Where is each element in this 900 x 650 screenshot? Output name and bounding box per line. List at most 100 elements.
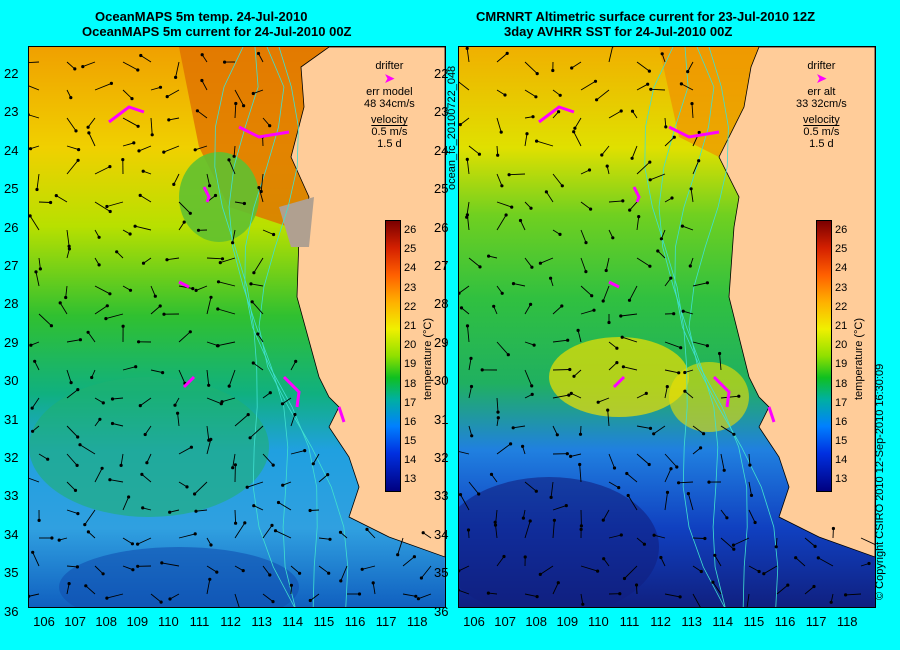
- current-vector: [87, 117, 96, 128]
- current-vector-head: [141, 506, 145, 510]
- current-vector-head: [718, 351, 722, 356]
- current-vector: [35, 271, 40, 287]
- current-vector: [318, 537, 331, 540]
- current-vector-head: [757, 569, 761, 574]
- current-vector-head: [256, 51, 261, 56]
- current-vector: [664, 453, 678, 468]
- current-vector: [66, 61, 76, 70]
- current-vector-head: [86, 330, 90, 334]
- current-vector-head: [213, 193, 218, 198]
- current-vector: [552, 173, 563, 187]
- current-vector-head: [644, 391, 648, 395]
- current-vector: [234, 89, 244, 106]
- latitude-label: 26: [434, 219, 449, 235]
- longitude-label: 108: [525, 614, 548, 629]
- current-vector-head: [459, 291, 461, 295]
- current-vector: [79, 444, 96, 455]
- current-vector-head: [552, 518, 556, 522]
- current-vector: [620, 313, 638, 317]
- current-vector: [94, 305, 108, 315]
- current-vector-head: [831, 526, 835, 531]
- current-vector-head: [794, 556, 798, 560]
- current-vector-head: [137, 149, 141, 153]
- current-vector-head: [812, 584, 816, 589]
- current-vector-head: [596, 569, 600, 573]
- current-vector-head: [500, 291, 504, 295]
- current-vector: [524, 369, 533, 387]
- current-vector-head: [665, 490, 670, 494]
- current-vector-head: [707, 480, 711, 484]
- colorbar-left: [385, 220, 401, 492]
- drifter-track: [712, 375, 731, 408]
- current-vector-head: [538, 261, 542, 265]
- longitude-label: 115: [313, 614, 335, 629]
- current-vector-head: [677, 481, 681, 485]
- colorbar-ticks-left: 26 25 24 23 22 21 20 19 18 17 16 15 14 13: [404, 224, 416, 493]
- current-vector-head: [678, 595, 682, 599]
- left-map-panel[interactable]: [28, 46, 446, 608]
- latitude-label: 24: [4, 142, 19, 158]
- current-vector: [580, 80, 596, 91]
- current-vector-head: [592, 308, 596, 312]
- current-vector-head: [98, 417, 102, 421]
- current-vector-head: [621, 199, 625, 203]
- current-vector: [552, 520, 555, 539]
- current-vector: [66, 453, 78, 466]
- current-vector: [66, 509, 79, 515]
- current-vector-head: [110, 397, 115, 401]
- current-vector-head: [567, 393, 571, 397]
- current-vector-head: [813, 544, 817, 548]
- current-vector: [150, 593, 162, 603]
- current-vector: [66, 425, 79, 438]
- current-vector: [318, 565, 329, 574]
- current-vector: [201, 80, 208, 91]
- current-vector-head: [530, 384, 534, 388]
- colorbar-tick: 25: [404, 243, 417, 256]
- current-vector: [795, 557, 806, 567]
- current-vector: [29, 85, 40, 91]
- current-vector: [150, 86, 161, 91]
- current-vector-head: [690, 102, 694, 106]
- current-vector-head: [272, 232, 276, 237]
- current-vector: [748, 453, 751, 466]
- current-vector: [636, 537, 645, 545]
- current-vector: [602, 509, 610, 521]
- current-vector: [509, 173, 526, 176]
- current-vector-head: [492, 304, 496, 308]
- current-vector-head: [689, 187, 693, 191]
- current-vector: [636, 83, 648, 91]
- current-vector: [105, 313, 124, 320]
- current-vector-head: [615, 346, 619, 350]
- current-vector-head: [100, 466, 104, 470]
- current-vector-head: [469, 356, 473, 360]
- current-vector: [818, 557, 834, 567]
- current-vector-head: [54, 194, 58, 198]
- current-vector-head: [688, 264, 692, 268]
- current-vector: [459, 451, 470, 455]
- right-map-panel[interactable]: [458, 46, 876, 608]
- current-vector-head: [174, 75, 178, 79]
- current-vector-head: [231, 241, 235, 245]
- latitude-label: 33: [4, 488, 19, 504]
- current-vector-head: [699, 569, 703, 574]
- drifter-arrow-icon: ➤: [815, 70, 828, 86]
- drifter-track: [182, 375, 196, 389]
- current-vector: [312, 453, 320, 465]
- current-vector: [536, 140, 554, 147]
- current-vector: [87, 332, 96, 343]
- current-vector: [692, 341, 708, 347]
- current-vector-head: [564, 504, 568, 508]
- current-vector-head: [30, 406, 34, 410]
- current-vector-head: [618, 592, 622, 596]
- current-vector-head: [593, 79, 598, 83]
- current-vector: [573, 131, 582, 147]
- current-vector-head: [233, 463, 237, 467]
- current-vector-head: [172, 182, 176, 186]
- current-vector: [684, 390, 694, 399]
- current-vector-head: [621, 365, 625, 369]
- current-vector-head: [243, 521, 247, 525]
- current-vector: [122, 565, 134, 571]
- current-vector-head: [271, 600, 275, 604]
- latitude-label: 29: [4, 334, 19, 350]
- current-vector-head: [699, 446, 703, 450]
